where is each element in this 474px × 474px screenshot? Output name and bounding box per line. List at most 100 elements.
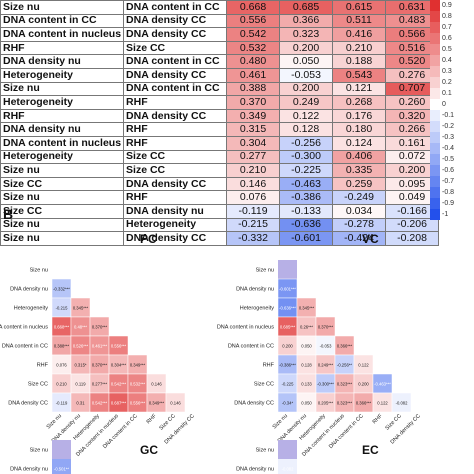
scale-tick-label: 0.1 bbox=[442, 90, 452, 97]
correlation-value-cell: 0.532 bbox=[226, 40, 281, 56]
correlation-value-cell: -0.215 bbox=[226, 217, 281, 233]
diagonal-cell bbox=[128, 336, 147, 355]
heatmap-title-ec: EC bbox=[362, 443, 379, 457]
correlation-value-cell: 0.161 bbox=[385, 135, 440, 151]
heatmap-cell-label: -0.119 bbox=[56, 400, 68, 405]
diagonal-cell bbox=[278, 260, 297, 279]
heatmap-cell-label: 0.461*** bbox=[92, 343, 108, 348]
heatmap-cell-label: -0.082 bbox=[282, 466, 295, 471]
diagonal-cell bbox=[52, 260, 71, 279]
correlation-value-cell: -0.636 bbox=[279, 217, 334, 233]
heatmap-cell-label: 0.119 bbox=[75, 381, 86, 386]
correlation-value-cell: 0.210 bbox=[226, 163, 281, 178]
heatmap-cell-label: 0.146 bbox=[170, 400, 181, 405]
heatmap-title-vc: VC bbox=[362, 232, 379, 246]
scale-tick-label: 0.4 bbox=[442, 57, 452, 64]
row-label: RHF bbox=[263, 363, 275, 369]
diagonal-cell bbox=[373, 355, 392, 374]
heatmap-cell bbox=[165, 392, 186, 413]
heatmap-cell-label: 0.370*** bbox=[318, 324, 334, 329]
heatmap-cell-label: 0.146 bbox=[151, 381, 162, 386]
heatmap-cell-label: -0.386*** bbox=[279, 362, 296, 367]
heatmap-cell-label: -0.215 bbox=[56, 305, 69, 310]
heatmap-cell-label: 0.200 bbox=[282, 343, 293, 348]
scale-tick-label: 0.5 bbox=[442, 46, 452, 53]
heatmap-cell-label: 0.556*** bbox=[130, 400, 146, 405]
row-label: DNA content in CC bbox=[2, 344, 48, 350]
correlation-value-cell: -0.119 bbox=[226, 203, 281, 219]
table-row: Size CC DNA density nu -0.119 -0.133 0.034 -0… bbox=[0, 203, 440, 219]
correlation-value-cell: 0.268 bbox=[332, 95, 387, 110]
correlation-value-cell: 0.200 bbox=[385, 163, 440, 178]
heatmap-cell-label: 0.349*** bbox=[130, 362, 146, 367]
heatmap-cell-label: 0.128 bbox=[301, 362, 312, 367]
heatmap-cell-label: -0.225 bbox=[282, 381, 295, 386]
correlation-value-cell: 0.323 bbox=[279, 27, 334, 42]
heatmap-cell-label: 0.685*** bbox=[280, 324, 296, 329]
scale-tick-label: -0.5 bbox=[442, 156, 455, 163]
correlation-value-cell: 0.049 bbox=[385, 190, 440, 205]
table-row: Heterogeneity Size CC 0.277 -0.300 0.406 0.07… bbox=[0, 149, 440, 165]
heatmap-cell-label: 0.050 bbox=[301, 400, 312, 405]
scale-swatch bbox=[430, 77, 440, 88]
heatmap-cell-label: 0.668*** bbox=[54, 324, 70, 329]
heatmap-cell-label: 0.210 bbox=[56, 381, 67, 386]
heatmap-cell-label: 0.366*** bbox=[337, 343, 353, 348]
correlation-value-cell: 0.520 bbox=[385, 54, 440, 69]
heatmap-cell-label: 0.542*** bbox=[92, 400, 108, 405]
heatmap-cell-label: 0.31 bbox=[76, 400, 85, 405]
heatmap-cell-label: 0.315* bbox=[74, 362, 86, 367]
heatmap-cell-label: 0.345*** bbox=[73, 305, 89, 310]
diagonal-cell bbox=[335, 317, 354, 336]
row-label: DNA content in CC bbox=[228, 344, 274, 350]
heatmap-cell-label: -0.601*** bbox=[279, 286, 296, 291]
row-label: Heterogeneity bbox=[240, 306, 274, 312]
table-row: RHF DNA density CC 0.349 0.122 0.176 0.320 bbox=[0, 108, 440, 124]
scale-swatch bbox=[430, 209, 440, 220]
correlation-value-cell: -0.386 bbox=[279, 190, 334, 205]
correlation-value-cell: 0.320 bbox=[385, 108, 440, 124]
column-label: Size CC bbox=[158, 413, 177, 432]
table-row: Heterogeneity DNA density CC 0.461 -0.053 0.… bbox=[0, 67, 440, 83]
scale-swatch bbox=[430, 198, 440, 209]
correlation-value-cell: 0.188 bbox=[332, 54, 387, 69]
row-label: DNA content in nucleus bbox=[217, 325, 274, 331]
correlation-value-cell: 0.266 bbox=[385, 122, 440, 137]
table-row: DNA content in CC DNA density CC 0.556 0.36… bbox=[0, 13, 440, 29]
scale-swatch bbox=[430, 187, 440, 198]
scale-swatch bbox=[430, 143, 440, 154]
scale-tick-label: 0.6 bbox=[442, 35, 452, 42]
correlation-value-cell: 0.556 bbox=[226, 13, 281, 29]
heatmap-cell-label: 0.542*** bbox=[111, 381, 127, 386]
heatmap-cell-label: -0.34* bbox=[282, 400, 294, 405]
heatmap-cell-label: 0.323*** bbox=[337, 400, 353, 405]
correlation-value-cell: -0.601 bbox=[279, 231, 334, 246]
diagonal-cell bbox=[52, 440, 71, 459]
heatmap-cell-label: -0.332*** bbox=[53, 286, 70, 291]
heatmap-cell-label: 0.122 bbox=[377, 400, 388, 405]
row-label: DNA density nu bbox=[236, 467, 274, 473]
scale-swatch bbox=[430, 11, 440, 22]
correlation-value-cell: 0.315 bbox=[226, 122, 281, 137]
row-var1-label: Size nu bbox=[0, 231, 125, 246]
table-row: DNA content in nucleus DNA density CC 0.54… bbox=[0, 27, 440, 42]
table-row: Size nu DNA content in CC 0.668 0.685 0.615 0… bbox=[0, 0, 440, 15]
table-row: DNA density nu DNA content in CC 0.480 0.05… bbox=[0, 54, 440, 69]
row-label: Size nu bbox=[30, 268, 48, 274]
scale-swatch bbox=[430, 154, 440, 165]
row-label: DNA density CC bbox=[8, 401, 48, 407]
scale-tick-label: -0.6 bbox=[442, 167, 455, 174]
row-label: DNA density nu bbox=[236, 287, 274, 293]
correlation-value-cell: 0.124 bbox=[332, 135, 387, 151]
scale-tick-label: -0.8 bbox=[442, 189, 455, 196]
scale-swatch bbox=[430, 132, 440, 143]
correlation-value-cell: -0.463 bbox=[279, 176, 334, 192]
row-label: Size nu bbox=[256, 448, 274, 454]
heatmap-cell-label: 0.26*** bbox=[300, 324, 313, 329]
heatmap-cell-label: 0.349*** bbox=[149, 400, 165, 405]
scale-tick-label: 0.2 bbox=[442, 79, 452, 86]
scale-tick-label: -1 bbox=[442, 211, 449, 218]
scale-swatch bbox=[430, 110, 440, 121]
row-label: DNA content in nucleus bbox=[0, 325, 48, 331]
